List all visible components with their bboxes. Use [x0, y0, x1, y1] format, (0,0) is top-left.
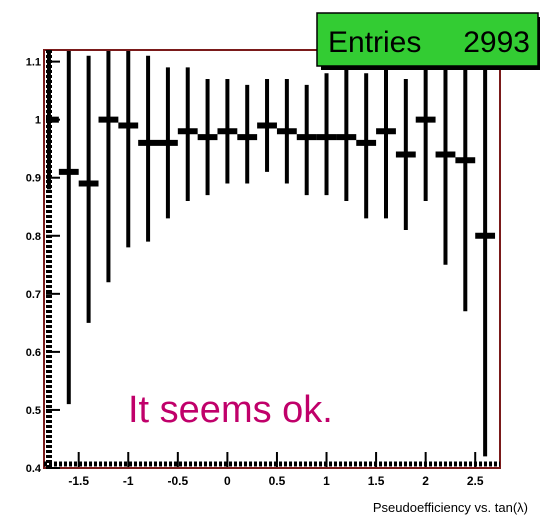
data-point	[296, 84, 317, 196]
y-tick-label: 1	[35, 115, 41, 127]
x-tick-label: -1.5	[68, 474, 89, 488]
data-point	[78, 55, 99, 323]
axis-layer: 0.4 0.5 0.6 0.7 0.8 0.9 1 1.1 -1.5 -1 -0.5 0 0.5 1 1.5…	[26, 50, 500, 488]
x-tick-label: 0	[224, 474, 231, 488]
y-tick-label: 0.8	[26, 231, 41, 243]
y-tick-label: 0.6	[26, 347, 41, 359]
data-point	[237, 84, 258, 184]
data-point	[257, 79, 277, 172]
stats-entries-label: Entries	[328, 26, 421, 59]
y-tick-label: 0.5	[26, 405, 41, 417]
data-point	[118, 50, 139, 248]
x-tick-label: -0.5	[167, 474, 188, 488]
data-point	[197, 79, 218, 196]
y-tick-label: 0.9	[26, 173, 41, 185]
y-tick-label: 1.1	[26, 57, 41, 69]
x-tick-label: 2	[422, 474, 429, 488]
data-point	[177, 67, 198, 201]
data-point	[475, 50, 496, 457]
data-point	[316, 73, 337, 196]
y-tick-label: 0.7	[26, 289, 41, 301]
stats-entries-value: 2993	[463, 26, 530, 59]
data-point	[376, 50, 396, 219]
data-point	[138, 55, 158, 242]
data-point	[336, 67, 357, 201]
data-point	[356, 73, 377, 219]
data-point	[415, 50, 436, 201]
x-tick-label: 0.5	[269, 474, 286, 488]
data-point	[435, 50, 456, 265]
data-point	[395, 79, 416, 230]
x-tick-label: 1.5	[368, 474, 385, 488]
stats-box: Entries 2993	[316, 12, 540, 70]
x-axis-label: Pseudoefficiency vs. tan(λ)	[373, 500, 528, 515]
x-tick-label: -1	[123, 474, 134, 488]
x-tick-label: 2.5	[467, 474, 484, 488]
data-point	[58, 50, 79, 405]
data-layer	[46, 50, 496, 457]
data-point	[158, 67, 178, 219]
x-tick-label: 1	[323, 474, 330, 488]
data-point	[455, 50, 476, 312]
annotation-text: It seems ok.	[128, 389, 333, 431]
y-tick-label: 0.4	[26, 463, 42, 475]
data-point	[217, 79, 238, 184]
stats-box-panel	[316, 12, 539, 67]
data-point	[276, 79, 297, 184]
plot-frame	[43, 49, 501, 469]
data-point	[98, 50, 119, 283]
